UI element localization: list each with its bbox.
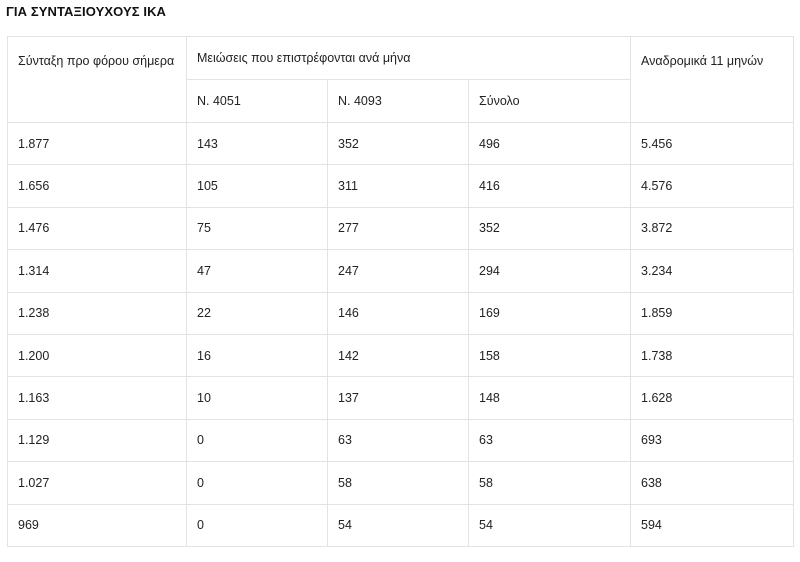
table-row: 1.163 10 137 148 1.628 [7, 376, 795, 420]
cell-retro: 1.628 [630, 376, 795, 420]
cell-retro: 1.859 [630, 291, 795, 335]
cell-pension: 1.163 [7, 376, 187, 420]
cell-pension: 1.027 [7, 461, 187, 505]
cell-pension: 1.238 [7, 291, 187, 335]
cell-retro: 4.576 [630, 164, 795, 208]
cell-retro: 594 [630, 503, 795, 547]
header-law-4051: Ν. 4051 [186, 79, 328, 123]
cell-total: 63 [467, 418, 632, 463]
cell-law-4093: 54 [327, 503, 469, 547]
cell-law-4051: 10 [186, 376, 328, 420]
cell-pension: 1.200 [7, 333, 187, 378]
cell-law-4051: 47 [186, 249, 328, 293]
page-title: ΓΙΑ ΣΥΝΤΑΞΙΟΥΧΟΥΣ ΙΚΑ [6, 4, 167, 19]
header-reductions-group: Μειώσεις που επιστρέφονται ανά μήνα [185, 36, 632, 80]
cell-total: 496 [467, 121, 632, 166]
cell-law-4093: 277 [327, 206, 469, 251]
cell-law-4093: 311 [327, 164, 469, 208]
cell-law-4093: 142 [327, 333, 469, 378]
pension-table: Σύνταξη προ φόρου σήμερα Μειώσεις που επ… [7, 36, 795, 547]
cell-pension: 1.476 [7, 206, 187, 251]
cell-law-4093: 146 [327, 291, 469, 335]
header-total: Σύνολο [467, 79, 632, 123]
cell-law-4093: 247 [327, 249, 469, 293]
header-law-4093: Ν. 4093 [327, 79, 469, 123]
table-row: 1.877 143 352 496 5.456 [7, 121, 795, 166]
cell-retro: 5.456 [630, 121, 795, 166]
table-row: 1.129 0 63 63 693 [7, 418, 795, 463]
table-row: 1.476 75 277 352 3.872 [7, 206, 795, 251]
cell-pension: 1.129 [7, 418, 187, 463]
header-retro: Αναδρομικά 11 μηνών [630, 36, 795, 123]
cell-law-4051: 0 [186, 461, 328, 505]
header-pension: Σύνταξη προ φόρου σήμερα [7, 36, 187, 123]
table-row: 1.200 16 142 158 1.738 [7, 333, 795, 378]
cell-retro: 638 [630, 461, 795, 505]
cell-law-4093: 58 [327, 461, 469, 505]
cell-pension: 1.314 [7, 249, 187, 293]
cell-total: 416 [467, 164, 632, 208]
cell-total: 352 [467, 206, 632, 251]
cell-law-4051: 105 [186, 164, 328, 208]
cell-pension: 969 [7, 503, 187, 547]
cell-law-4051: 16 [186, 333, 328, 378]
cell-law-4051: 22 [186, 291, 328, 335]
cell-law-4051: 0 [186, 503, 328, 547]
cell-law-4093: 137 [327, 376, 469, 420]
table-row: 1.027 0 58 58 638 [7, 461, 795, 505]
cell-law-4093: 63 [327, 418, 469, 463]
cell-total: 148 [467, 376, 632, 420]
cell-law-4093: 352 [327, 121, 469, 166]
table-row: 1.656 105 311 416 4.576 [7, 164, 795, 208]
cell-law-4051: 0 [186, 418, 328, 463]
table-row: 969 0 54 54 594 [7, 503, 795, 547]
cell-total: 294 [467, 249, 632, 293]
cell-retro: 3.234 [630, 249, 795, 293]
cell-total: 54 [467, 503, 632, 547]
cell-pension: 1.656 [7, 164, 187, 208]
cell-law-4051: 143 [186, 121, 328, 166]
cell-total: 169 [467, 291, 632, 335]
cell-retro: 3.872 [630, 206, 795, 251]
cell-retro: 693 [630, 418, 795, 463]
cell-law-4051: 75 [186, 206, 328, 251]
table-body: 1.877 143 352 496 5.456 1.656 105 311 416 4.576 1.… [7, 121, 795, 547]
table-row: 1.314 47 247 294 3.234 [7, 249, 795, 293]
table-header: Σύνταξη προ φόρου σήμερα Μειώσεις που επ… [7, 36, 795, 123]
table-row: 1.238 22 146 169 1.859 [7, 291, 795, 335]
cell-total: 158 [467, 333, 632, 378]
cell-pension: 1.877 [7, 121, 187, 166]
cell-total: 58 [467, 461, 632, 505]
cell-retro: 1.738 [630, 333, 795, 378]
